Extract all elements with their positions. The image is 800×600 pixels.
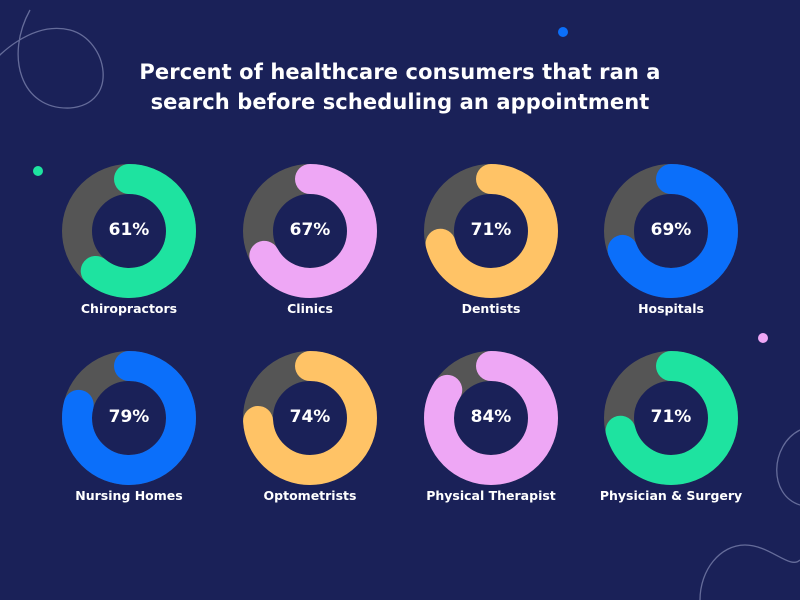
donut-optometrists: 74% Optometrists	[220, 350, 400, 503]
donut-segment-nursing-homes	[62, 351, 196, 485]
decor-dot-blue	[558, 27, 568, 37]
donut-segment-physician-and-surgery	[604, 351, 738, 485]
donut-chart-physician-and-surgery	[604, 351, 738, 485]
chart-title: Percent of healthcare consumers that ran…	[0, 57, 800, 117]
percent-label-physical-therapist: 84%	[470, 407, 512, 427]
donut-chart-dentists	[424, 164, 558, 298]
decor-curve-top-left	[0, 9, 104, 109]
category-label-physician-and-surgery: Physician & Surgery	[599, 488, 743, 503]
category-label-hospitals: Hospitals	[638, 301, 704, 316]
percent-label-chiropractors: 61%	[108, 220, 150, 240]
percent-label-physician-and-surgery: 71%	[650, 407, 692, 427]
donut-chart-nursing-homes	[62, 351, 196, 485]
percent-label-nursing-homes: 79%	[108, 407, 150, 427]
category-label-optometrists: Optometrists	[263, 488, 357, 503]
donut-segment-optometrists	[243, 351, 377, 485]
category-label-clinics: Clinics	[287, 301, 333, 316]
decor-dot-green	[33, 166, 43, 176]
donut-dentists: 71% Dentists	[401, 163, 581, 316]
percent-label-clinics: 67%	[289, 220, 331, 240]
donut-chart-chiropractors	[62, 164, 196, 298]
category-label-physical-therapist: Physical Therapist	[426, 488, 556, 503]
category-label-dentists: Dentists	[461, 301, 521, 316]
percent-label-dentists: 71%	[470, 220, 512, 240]
donut-chart-hospitals	[604, 164, 738, 298]
category-label-chiropractors: Chiropractors	[80, 301, 178, 316]
decor-curve-bottom-right	[699, 429, 800, 600]
chart-title-line-2: search before scheduling an appointment	[150, 90, 650, 114]
donut-segment-physical-therapist	[424, 351, 558, 485]
donut-chiropractors: 61% Chiropractors	[39, 163, 219, 316]
donut-physical-therapist: 84% Physical Therapist	[401, 350, 581, 503]
percent-label-optometrists: 74%	[289, 407, 331, 427]
donut-segment-dentists	[424, 164, 558, 298]
category-label-nursing-homes: Nursing Homes	[75, 488, 183, 503]
donut-segment-hospitals	[604, 164, 738, 298]
decor-dot-pink	[758, 333, 768, 343]
percent-label-hospitals: 69%	[650, 220, 692, 240]
donut-clinics: 67% Clinics	[220, 163, 400, 316]
chart-title-line-1: Percent of healthcare consumers that ran…	[139, 60, 661, 84]
donut-chart-clinics	[243, 164, 377, 298]
donut-nursing-homes: 79% Nursing Homes	[39, 350, 219, 503]
donut-segment-chiropractors	[62, 164, 196, 298]
donut-chart-physical-therapist	[424, 351, 558, 485]
donut-hospitals: 69% Hospitals	[581, 163, 761, 316]
donut-physician-and-surgery: 71% Physician & Surgery	[581, 350, 761, 503]
donut-segment-clinics	[243, 164, 377, 298]
donut-chart-optometrists	[243, 351, 377, 485]
